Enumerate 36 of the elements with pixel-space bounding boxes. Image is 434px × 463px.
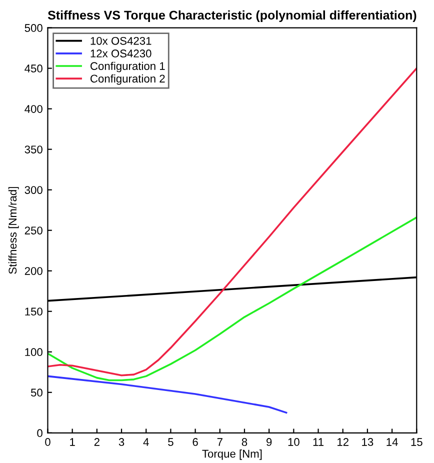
y-axis-title: Stiffness [Nm/rad] — [8, 187, 19, 274]
x-tick-label: 11 — [313, 438, 324, 446]
x-tick-label: 0 — [45, 438, 50, 446]
x-tick-label: 10 — [288, 438, 300, 446]
y-tick-label: 50 — [30, 388, 42, 397]
y-tick-label: 150 — [25, 308, 42, 316]
x-tick-label: 13 — [362, 438, 374, 446]
line-series — [48, 375, 288, 414]
y-tick-label: 100 — [25, 348, 42, 356]
y-tick-label: 450 — [24, 64, 42, 72]
y-tick-label: 0 — [37, 429, 42, 438]
x-tick-label: 8 — [242, 438, 248, 446]
y-tick-label: 300 — [24, 186, 42, 194]
x-tick-label: 2 — [94, 438, 100, 446]
legend-label: Configuration 1 — [90, 62, 165, 72]
x-tick-label: 12 — [338, 438, 348, 446]
legend-label: Configuration 2 — [90, 74, 165, 85]
x-tick-label: 7 — [217, 438, 222, 446]
x-tick-label: 14 — [386, 438, 398, 446]
chart-title: Stiffness VS Torque Characteristic (polynomial differentiation) — [48, 10, 416, 22]
x-tick-label: 15 — [411, 438, 422, 446]
x-tick-label: 4 — [143, 438, 149, 446]
legend-label: 12x OS4230 — [90, 50, 152, 58]
y-tick-label: 200 — [24, 267, 42, 275]
x-tick-label: 9 — [266, 438, 272, 446]
x-tick-label: 1 — [70, 438, 75, 446]
x-tick-label: 6 — [192, 438, 198, 446]
y-tick-label: 250 — [24, 226, 42, 234]
legend-label: 10x OS4231 — [90, 36, 152, 45]
y-tick-label: 350 — [24, 146, 42, 154]
y-tick-label: 500 — [24, 24, 42, 32]
x-tick-label: 3 — [118, 438, 124, 446]
x-tick-label: 5 — [168, 438, 174, 446]
line-series — [48, 216, 417, 382]
x-axis-title: Torque [Nm] — [202, 450, 262, 460]
y-tick-label: 400 — [24, 105, 42, 113]
